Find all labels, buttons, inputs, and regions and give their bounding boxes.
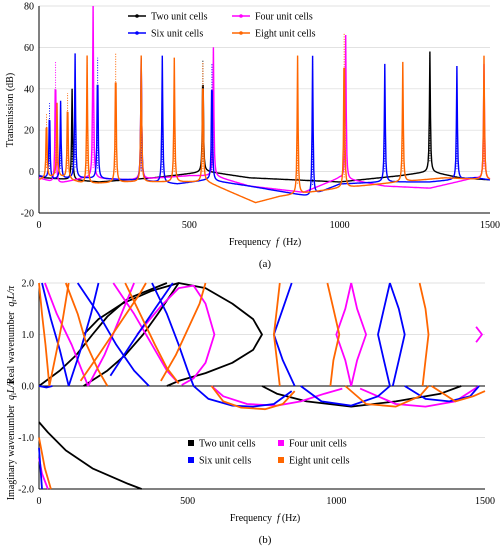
panel-b-imag-eight: [431, 385, 486, 403]
legend-b-swatch-eight: [278, 457, 284, 463]
panel-a-y-tick-label: 40: [24, 84, 34, 95]
panel-b-real-eight: [273, 282, 281, 387]
legend-b-label-four: Four unit cells: [289, 439, 347, 450]
legend-b-label-two: Two unit cells: [199, 439, 256, 450]
panel-b-x-tick-label: 1000: [326, 496, 346, 507]
panel-b-real-four: [136, 284, 216, 386]
panel-a-y-axis-label: Transmission (dB): [5, 73, 16, 147]
legend-b-swatch-two: [188, 440, 194, 446]
panel-b-real-six: [41, 282, 70, 387]
panel-a-series-two: [38, 51, 491, 183]
panel-b-imag-four: [359, 385, 480, 408]
legend-b-label-eight: Eight unit cells: [289, 456, 350, 467]
panel-b-real-six: [389, 282, 406, 387]
legend-a-marker-eight: [239, 31, 243, 35]
panel-b-y-tick-label: 2.0: [22, 279, 35, 290]
panel-b-x-tick-label: 0: [37, 496, 42, 507]
panel-a-y-tick-label: 0: [29, 167, 34, 178]
panel-b-imag-eight: [210, 385, 296, 411]
panel-b-imag-eight: [344, 385, 430, 408]
panel-b-imag-eight: [38, 437, 52, 490]
panel-a-x-tick-label: 1000: [330, 220, 350, 231]
panel-b-y-tick-label: 1.0: [22, 330, 35, 341]
panel-b-real-eight: [326, 282, 341, 387]
panel-b-real-eight: [38, 282, 51, 387]
panel-a-x-tick-label: 1500: [480, 220, 500, 231]
legend-a-marker-two: [135, 14, 139, 18]
panel-b-imag-six: [193, 385, 293, 408]
panel-b-real-four: [350, 282, 367, 387]
panel-b-real-eight: [79, 282, 147, 382]
panel-b-real-six: [67, 282, 100, 387]
panel-b-series: [38, 282, 486, 490]
panel-a-caption: (a): [259, 258, 272, 270]
legend-a-label-six: Six unit cells: [151, 29, 203, 40]
panel-b-imag-six: [38, 447, 43, 490]
panel-a-legend: Two unit cells Four unit cells Six unit ce…: [128, 12, 316, 40]
panel-b-real-eight: [160, 282, 207, 382]
panel-b-real-four: [475, 326, 483, 343]
panel-b-y-tick-label: -1.0: [18, 433, 34, 444]
legend-a-marker-six: [135, 31, 139, 35]
panel-b-imag-six: [300, 385, 391, 407]
panel-b-imag-axis-label: Imaginary wavenumberqiL/π: [6, 379, 18, 501]
panel-b-real-six: [151, 282, 195, 387]
panel-a-y-tick-label: 20: [24, 126, 34, 137]
panel-b-legend: Two unit cells Four unit cells Six unit ce…: [188, 439, 350, 467]
panel-a-series-eight: [38, 55, 491, 204]
panel-a-x-tick-label: 500: [182, 220, 197, 231]
legend-b-label-six: Six unit cells: [199, 456, 251, 467]
panel-b-real-six: [377, 282, 391, 387]
legend-a-marker-four: [239, 14, 243, 18]
panel-b-y-tick-label: 0.0: [22, 382, 35, 393]
panel-b-imag-two: [38, 421, 142, 490]
panel-a-series: [38, 5, 491, 204]
panel-b-real-axis-label: Real wavenumberqrL/π: [6, 285, 18, 384]
panel-b-real-eight: [64, 282, 109, 387]
panel-b-x-tick-label: 500: [180, 496, 195, 507]
panel-a-y-tick-label: 80: [24, 2, 34, 13]
panel-b-imag-two: [261, 385, 462, 408]
panel-b-real-eight: [418, 282, 430, 387]
legend-b-swatch-four: [278, 440, 284, 446]
panel-b: -2.0 -1.0 0.0 1.0 2.0 0 500 1000 1500 Real waven…: [6, 279, 495, 547]
panel-b-real-two: [83, 282, 180, 387]
panel-a-y-tick-label: -20: [21, 209, 34, 220]
panel-b-x-axis-label: Frequency f (Hz): [230, 513, 300, 524]
panel-b-x-tick-label: 1500: [475, 496, 495, 507]
panel-a-y-tick-label: 60: [24, 43, 34, 54]
panel-b-y-tick-label: -2.0: [18, 485, 34, 496]
legend-a-label-eight: Eight unit cells: [255, 29, 316, 40]
panel-b-real-six: [76, 282, 150, 387]
legend-a-label-four: Four unit cells: [255, 12, 313, 23]
panel-a-series-six: [38, 53, 490, 196]
panel-b-caption: (b): [259, 534, 272, 546]
panel-b-real-four: [335, 282, 353, 387]
legend-b-swatch-six: [188, 457, 194, 463]
panel-a-x-axis-label: Frequency f (Hz): [229, 237, 301, 248]
legend-a-label-two: Two unit cells: [151, 12, 208, 23]
panel-b-real-four: [44, 282, 89, 387]
panel-b-imag-six: [404, 385, 480, 403]
panel-a-x-tick-label: 0: [37, 220, 42, 231]
panel-b-ticks: -2.0 -1.0 0.0 1.0 2.0 0 500 1000 1500: [18, 279, 495, 508]
panel-b-real-eight: [48, 282, 70, 387]
panel-b-real-four: [112, 282, 180, 385]
panel-b-real-eight: [124, 282, 180, 384]
panel-b-imag-six: [38, 385, 53, 389]
